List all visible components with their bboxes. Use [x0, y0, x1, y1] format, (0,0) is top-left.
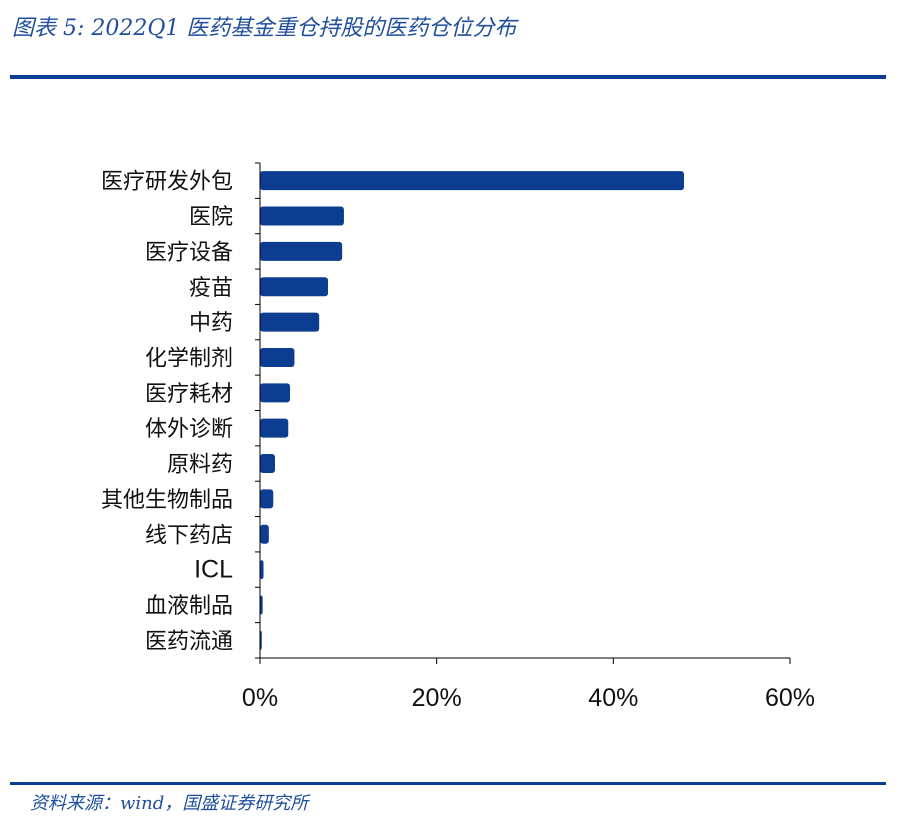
bar	[260, 524, 269, 544]
x-tick-label: 0%	[242, 684, 278, 712]
category-label: ICL	[194, 556, 233, 584]
category-label: 其他生物制品	[101, 488, 233, 513]
category-label: 医疗设备	[145, 240, 233, 265]
bar	[260, 418, 289, 438]
category-label: 体外诊断	[145, 417, 233, 442]
bar	[260, 171, 684, 191]
bar	[260, 206, 344, 226]
x-tick-label: 40%	[588, 684, 638, 712]
category-label: 中药	[189, 311, 233, 336]
category-label: 原料药	[167, 453, 233, 478]
bar	[260, 312, 320, 332]
bar	[260, 489, 274, 509]
category-label: 医疗耗材	[145, 382, 233, 407]
category-label: 化学制剂	[145, 346, 233, 371]
bar	[260, 595, 263, 615]
figure-title: 图表 5: 2022Q1 医药基金重仓持股的医药仓位分布	[12, 16, 517, 41]
x-tick-label: 60%	[765, 684, 815, 712]
bar	[260, 277, 329, 297]
category-label: 线下药店	[145, 523, 233, 548]
bars-layer	[260, 171, 684, 650]
category-label: 医药流通	[145, 629, 233, 654]
top-rule	[10, 75, 886, 79]
category-label: 疫苗	[189, 276, 233, 301]
x-tick-label: 20%	[412, 684, 462, 712]
bar-chart: 医疗研发外包医院医疗设备疫苗中药化学制剂医疗耗材体外诊断原料药其他生物制品线下药…	[101, 162, 815, 712]
bottom-rule	[10, 782, 886, 785]
bar	[260, 560, 264, 580]
category-label: 医院	[189, 205, 233, 230]
category-label: 医疗研发外包	[101, 170, 233, 195]
bar	[260, 347, 295, 367]
bar	[260, 454, 276, 474]
x-tick-labels: 0% 20% 40% 60%	[242, 684, 815, 712]
category-labels: 医疗研发外包医院医疗设备疫苗中药化学制剂医疗耗材体外诊断原料药其他生物制品线下药…	[101, 170, 233, 655]
source-note: 资料来源：wind，国盛证券研究所	[30, 793, 309, 814]
bar	[260, 241, 343, 261]
category-label: 血液制品	[145, 594, 233, 619]
bar	[260, 383, 291, 403]
axes	[255, 162, 791, 664]
